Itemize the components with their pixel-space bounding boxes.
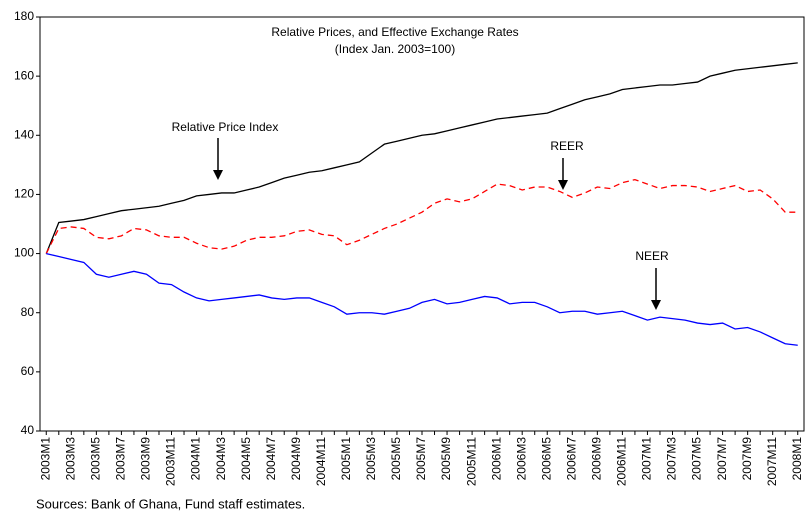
chart-subtitle: (Index Jan. 2003=100): [335, 42, 455, 56]
x-tick-label: 2008M1: [790, 437, 804, 481]
x-tick-label: 2006M7: [564, 437, 578, 481]
x-tick-label: 2003M11: [164, 437, 178, 486]
x-tick-label: 2003M7: [114, 437, 128, 481]
x-tick-label: 2004M7: [264, 437, 278, 481]
arrowheads: [213, 170, 661, 310]
x-tick-label: 2004M1: [189, 437, 203, 481]
x-tick-label: 2003M3: [63, 437, 77, 481]
x-tick-label: 2005M3: [364, 437, 378, 481]
x-tick-label: 2006M11: [615, 437, 629, 486]
series-line: [45, 178, 798, 254]
x-tick-label: 2004M11: [314, 437, 328, 486]
x-tick-label: 2006M1: [489, 437, 503, 481]
x-tick-label: 2004M3: [214, 437, 228, 481]
x-tick-label: 2004M9: [289, 437, 303, 481]
x-tick-label: 2006M9: [590, 437, 604, 481]
plot-frame: [39, 16, 805, 432]
y-tick-label: 140: [14, 127, 34, 141]
y-tick-label: 160: [14, 68, 34, 82]
arrows: [217, 138, 657, 306]
x-tick-label: 2003M1: [38, 437, 52, 481]
arrowhead: [651, 300, 661, 310]
y-tick-label: 60: [21, 364, 35, 378]
annotation: Relative Price Index: [172, 120, 279, 134]
x-tick-label: 2005M5: [389, 437, 403, 481]
x-tick-label: 2007M1: [640, 437, 654, 481]
annotation: REER: [550, 139, 584, 153]
y-tick-label: 180: [14, 9, 34, 23]
arrowhead: [213, 170, 223, 180]
x-tick-label: 2005M1: [339, 437, 353, 481]
y-tick-label: 40: [21, 423, 35, 437]
annotation: NEER: [635, 249, 669, 263]
series-line: [45, 62, 798, 254]
x-tick-label: 2003M5: [89, 437, 103, 481]
source-note: Sources: Bank of Ghana, Fund staff estim…: [36, 496, 305, 511]
x-tick-label: 2004M5: [239, 437, 253, 481]
y-tick-label: 120: [14, 187, 34, 201]
chart-title: Relative Prices, and Effective Exchange …: [271, 25, 518, 39]
y-tick-label: 80: [21, 305, 35, 319]
y-tick-label: 100: [14, 246, 34, 260]
x-tick-label: 2005M11: [464, 437, 478, 486]
x-tick-label: 2006M3: [514, 437, 528, 481]
x-tick-label: 2003M9: [139, 437, 153, 481]
x-tick-label: 2007M11: [765, 437, 779, 486]
x-tick-label: 2007M9: [740, 437, 754, 481]
x-tick-label: 2007M5: [690, 437, 704, 481]
x-tick-label: 2007M7: [715, 437, 729, 481]
arrowhead: [558, 180, 568, 190]
series-line: [46, 252, 798, 346]
x-tick-label: 2005M7: [414, 437, 428, 481]
x-tick-label: 2005M9: [439, 437, 453, 481]
x-tick-label: 2007M3: [665, 437, 679, 481]
x-tick-label: 2006M5: [539, 437, 553, 481]
